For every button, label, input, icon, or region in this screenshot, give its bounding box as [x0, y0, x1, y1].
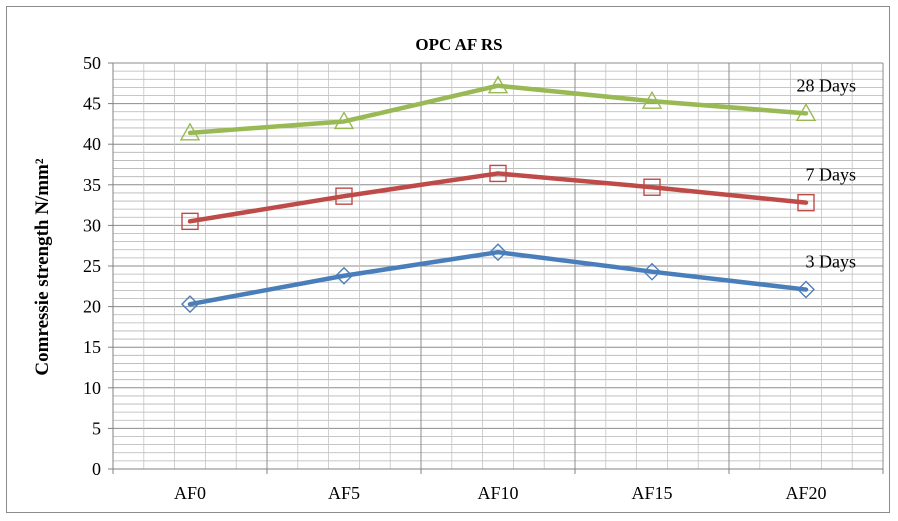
- y-tick-label: 0: [92, 459, 101, 479]
- diamond-marker: [643, 262, 661, 281]
- square-marker: [181, 212, 199, 231]
- x-tick-label: AF15: [631, 483, 672, 503]
- y-axis-label: Comressie strength N/mm²: [32, 158, 53, 375]
- y-tick-label: 25: [83, 256, 101, 276]
- square-marker: [335, 187, 353, 205]
- axes: [108, 62, 884, 474]
- diamond-marker: [181, 295, 199, 314]
- triangle-marker: [487, 75, 509, 94]
- y-tick-label: 50: [83, 53, 101, 73]
- x-tick-label: AF20: [785, 483, 826, 503]
- series-label-0: 3 Days: [806, 252, 857, 272]
- series-line-1: [187, 171, 809, 224]
- triangle-marker: [333, 111, 355, 130]
- triangle-marker: [179, 122, 201, 141]
- y-tick-label: 35: [83, 175, 101, 195]
- y-tick-label: 5: [92, 418, 101, 438]
- y-tick-labels: 0 5 10 15 20 25 30 35 40 45 50: [83, 53, 101, 479]
- chart-title: OPC AF RS: [415, 35, 502, 54]
- square-marker: [643, 178, 661, 196]
- diamond-marker: [797, 280, 815, 299]
- diamond-marker: [489, 243, 507, 262]
- x-tick-label: AF0: [174, 483, 206, 503]
- series-label-2: 28 Days: [797, 75, 857, 95]
- series-markers: [179, 75, 817, 314]
- diamond-marker: [335, 266, 353, 285]
- y-tick-label: 30: [83, 215, 101, 235]
- series-lines: [187, 83, 809, 307]
- grid: [112, 62, 884, 470]
- x-tick-label: AF5: [328, 483, 360, 503]
- square-marker: [797, 193, 815, 212]
- y-tick-label: 40: [83, 134, 101, 154]
- triangle-marker: [795, 102, 817, 122]
- y-tick-label: 10: [83, 378, 101, 398]
- x-tick-labels: AF0 AF5 AF10 AF15 AF20: [174, 483, 827, 503]
- y-tick-label: 45: [83, 94, 101, 114]
- y-tick-label: 20: [83, 297, 101, 317]
- triangle-marker: [641, 90, 663, 109]
- series-line-0: [187, 249, 809, 307]
- series-labels: 3 Days 7 Days 28 Days: [797, 75, 857, 271]
- y-tick-label: 15: [83, 337, 101, 357]
- series-line-2: [187, 83, 809, 136]
- x-tick-label: AF10: [477, 483, 518, 503]
- square-marker: [489, 164, 507, 183]
- series-label-1: 7 Days: [806, 165, 857, 185]
